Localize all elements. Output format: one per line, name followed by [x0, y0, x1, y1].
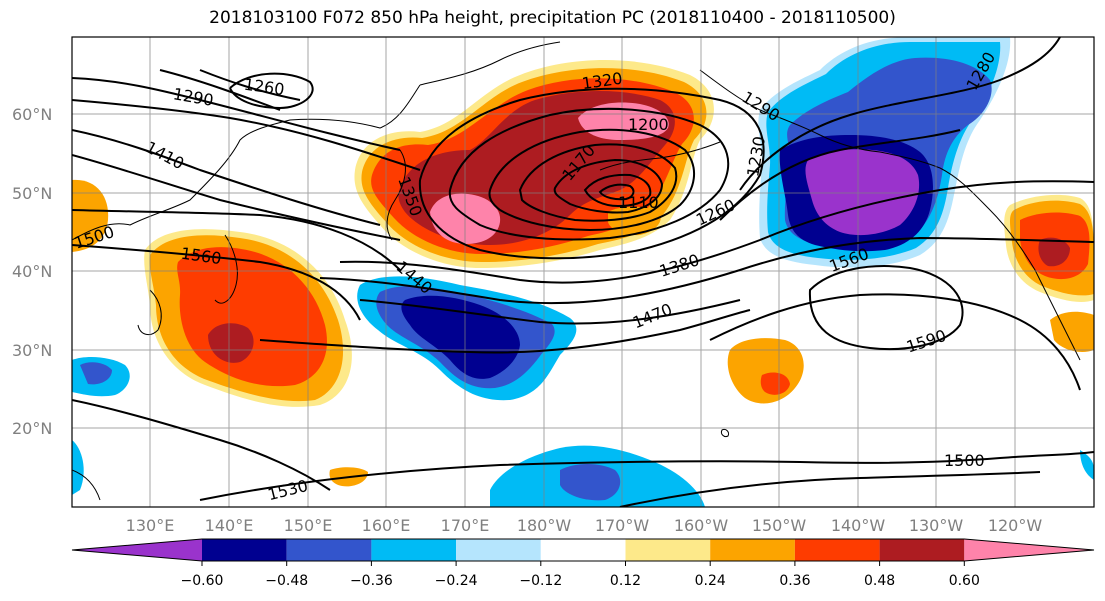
contour-line [359, 299, 741, 325]
contour-line [553, 158, 664, 214]
contour-label: 1200 [628, 115, 669, 134]
colorbar-label: −0.60 [181, 573, 224, 589]
map-title: 2018103100 F072 850 hPa height, precipit… [209, 8, 896, 28]
lon-label: 130°W [909, 516, 964, 535]
latitude-labels: 60°N 50°N 40°N 30°N 20°N [12, 105, 52, 438]
contour-line [72, 244, 361, 321]
colorbar-segment [964, 539, 1094, 561]
contour-line [619, 471, 1041, 507]
contour-line [72, 209, 401, 271]
anomaly-area [72, 179, 109, 252]
contour-line [488, 128, 696, 232]
anomaly-area [760, 372, 790, 395]
colorbar-label: −0.48 [265, 573, 308, 589]
coastline [72, 84, 421, 241]
lat-label: 60°N [12, 105, 52, 124]
colorbar-label: 0.48 [864, 573, 895, 589]
colorbar-label: −0.12 [519, 573, 562, 589]
coastline [699, 69, 1081, 361]
anomaly-area [560, 464, 621, 501]
contour-line [418, 87, 765, 260]
lat-label: 40°N [12, 262, 52, 281]
contour-line [72, 77, 401, 151]
colorbar-segment [202, 539, 287, 561]
map-frame [71, 36, 1095, 508]
contour-line [72, 99, 421, 171]
contour-line [319, 236, 1094, 305]
lon-label: 140°E [205, 516, 254, 535]
contour-label: 1500 [944, 451, 985, 470]
contour-line [229, 72, 314, 110]
colorbar-segment [879, 539, 965, 561]
colorbar-label: 0.36 [779, 573, 810, 589]
contour-line [709, 293, 1081, 391]
coastline [419, 41, 561, 86]
lon-label: 160°W [674, 516, 729, 535]
lon-label: 130°E [126, 516, 175, 535]
anomaly-area [72, 440, 84, 495]
colorbar-segment [72, 539, 202, 561]
colorbar-segment [625, 539, 711, 561]
coastline [721, 429, 729, 437]
map-layer: 1260 1290 1410 1500 1560 1350 1320 1200 … [72, 37, 1094, 507]
anomaly-area [80, 362, 112, 385]
longitude-labels: 130°E 140°E 150°E 160°E 170°E 180°W 170°… [126, 516, 1043, 535]
colorbar-label: −0.24 [435, 573, 478, 589]
coastline [137, 289, 162, 336]
lon-label: 170°E [441, 516, 490, 535]
coastline [214, 234, 238, 304]
contour-line [259, 309, 751, 354]
contour-line [583, 173, 652, 208]
lon-label: 180°W [517, 516, 572, 535]
anomaly-area [208, 323, 254, 363]
lon-label: 120°W [988, 516, 1043, 535]
height-contours [72, 37, 1094, 507]
coastlines [72, 41, 1081, 501]
anomaly-area [1080, 450, 1094, 480]
colorbar-segment [540, 539, 626, 561]
contour-line [159, 69, 281, 111]
contour-line [448, 107, 730, 241]
contour-line [199, 451, 1094, 501]
colorbar-label: 0.12 [610, 573, 641, 589]
colorbar-label: 0.60 [949, 573, 980, 589]
anomaly-area [1038, 237, 1070, 267]
colorbar-label: 0.24 [695, 573, 726, 589]
lon-label: 170°W [595, 516, 650, 535]
colorbar-segment [456, 539, 541, 561]
lon-label: 150°W [752, 516, 807, 535]
coastline [599, 141, 721, 171]
lon-label: 150°E [284, 516, 333, 535]
lat-label: 50°N [12, 184, 52, 203]
contour-line [199, 69, 301, 101]
contour-line [598, 183, 635, 201]
contour-line [739, 37, 1061, 191]
lat-label: 30°N [12, 341, 52, 360]
lon-label: 140°W [831, 516, 886, 535]
gridlines [72, 37, 1094, 507]
colorbar-label: −0.36 [350, 573, 393, 589]
colorbar: −0.60 −0.48 −0.36 −0.24 −0.12 0.12 0.24 … [71, 538, 1095, 589]
lat-label: 20°N [12, 419, 52, 438]
contour-line [72, 154, 401, 241]
colorbar-segment [710, 539, 795, 561]
coastline [72, 469, 101, 501]
colorbar-labels: −0.60 −0.48 −0.36 −0.24 −0.12 0.12 0.24 … [181, 573, 980, 589]
lon-label: 160°E [362, 516, 411, 535]
colorbar-ticks [201, 561, 965, 566]
contour-line [719, 129, 961, 221]
contour-line [72, 399, 331, 491]
contour-label: 1110 [618, 193, 659, 212]
colorbar-segment [371, 539, 457, 561]
colorbar-segment [286, 539, 372, 561]
contour-line [808, 265, 964, 351]
contour-line [518, 143, 678, 222]
contour-line [339, 180, 1094, 284]
contour-line [72, 129, 381, 226]
colorbar-segment [794, 539, 880, 561]
